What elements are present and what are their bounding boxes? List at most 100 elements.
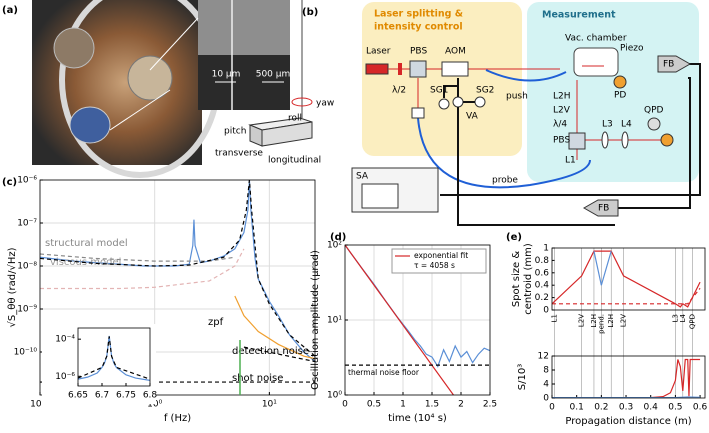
component-label: AOM xyxy=(445,47,466,57)
y-tick-label: 12 xyxy=(538,352,549,362)
series-line xyxy=(40,253,235,262)
lens xyxy=(621,131,629,149)
y-tick-label: 10⁻¹⁰ xyxy=(14,348,38,358)
photo xyxy=(32,0,202,165)
component-label: PD xyxy=(614,91,626,101)
series-line xyxy=(345,245,454,395)
sem-image xyxy=(198,0,290,55)
series-annotation: structural model xyxy=(45,238,128,249)
x-tick-label: 6.7 xyxy=(95,391,109,401)
y-tick-label: 0.4 xyxy=(535,281,550,291)
component-label: SG1 xyxy=(430,86,448,96)
panel-b: (b) Laser splitting & intensity control … xyxy=(302,2,701,226)
group-title: Measurement xyxy=(542,10,616,21)
component-label: L3 xyxy=(602,120,613,130)
component-label: Laser xyxy=(366,47,391,57)
x-tick-label: 10¹ xyxy=(262,400,277,410)
axis-text: pitch xyxy=(224,127,246,137)
y-tick-label: 10⁻⁶ xyxy=(17,176,37,186)
element-label: L1 xyxy=(550,314,558,322)
photo-port xyxy=(53,27,95,69)
group-title: intensity control xyxy=(374,22,463,33)
legend-note: τ = 4058 s xyxy=(414,261,455,270)
series-line xyxy=(552,396,701,398)
component-label: SG2 xyxy=(476,86,494,96)
fb-box xyxy=(657,55,692,73)
axis-text: transverse xyxy=(215,149,263,159)
yaw-arrow xyxy=(291,97,313,107)
sig-gen xyxy=(474,96,486,108)
component-label: probe xyxy=(492,176,518,186)
x-tick-label: 0 xyxy=(549,403,555,413)
y-tick-label: 0.8 xyxy=(535,256,550,266)
element-label: L3 xyxy=(671,314,679,322)
cable xyxy=(443,78,615,226)
legend-box xyxy=(391,248,487,274)
y-tick-label: 10² xyxy=(327,241,342,251)
sa-screen xyxy=(361,183,399,209)
aom xyxy=(441,61,469,77)
pendulum-box xyxy=(261,121,313,147)
x-axis-label: time (10⁴ s) xyxy=(388,413,447,424)
x-tick-label: 6.65 xyxy=(68,391,88,401)
plot-frame xyxy=(77,327,151,387)
sig-gen xyxy=(438,98,450,110)
component-label: λ/4 xyxy=(553,120,567,130)
scale-text: 500 µm xyxy=(256,70,291,80)
y-tick-label: 0.6 xyxy=(535,268,550,278)
group-box xyxy=(362,2,522,156)
cable xyxy=(440,63,701,209)
component-label: L2V xyxy=(553,106,571,116)
pbs xyxy=(568,132,586,150)
series-line xyxy=(552,250,701,308)
y-tick-label: 10⁻⁷ xyxy=(17,219,37,229)
series-annotation: shot noise xyxy=(232,373,283,384)
axis-text: roll xyxy=(288,114,302,124)
panel-a: 10 µm 500 µm yaw pitch roll transverse l… xyxy=(2,0,334,178)
series-line xyxy=(78,335,150,382)
x-axis-label: f (Hz) xyxy=(164,413,191,424)
lens xyxy=(601,131,609,149)
photo-mirror xyxy=(69,106,111,144)
pbs xyxy=(409,60,427,78)
element-label: L2V xyxy=(620,314,628,327)
pd xyxy=(613,75,627,89)
pd xyxy=(660,133,674,147)
x-tick-label: 6.8 xyxy=(143,391,158,401)
element-label: L2V xyxy=(578,314,586,327)
component-label: QPD xyxy=(644,106,664,116)
panel-label: (e) xyxy=(506,232,522,243)
y-axis-label: Oscillation amplitude (µrad) xyxy=(310,250,321,390)
x-tick-label: 2 xyxy=(458,400,464,410)
y-tick-label: 10⁰ xyxy=(327,391,342,401)
x-tick-label: 0.5 xyxy=(367,400,381,410)
axis-text: longitudinal xyxy=(268,156,321,166)
series-line xyxy=(593,250,612,286)
axis-text: yaw xyxy=(316,99,334,109)
element-label: L2H xyxy=(590,314,598,328)
y-tick-label: 0 xyxy=(543,306,549,316)
component-label: λ/2 xyxy=(392,86,406,96)
component-label: L4 xyxy=(621,120,632,130)
x-tick-label: 2.5 xyxy=(483,400,497,410)
plot-frame xyxy=(39,179,316,396)
component-label: Piezo xyxy=(620,44,644,54)
y-tick-label: 4 xyxy=(543,380,549,390)
x-tick-label: 0.5 xyxy=(668,403,682,413)
series-annotation: detection noise xyxy=(232,346,309,357)
x-tick-label: 10⁻¹ xyxy=(30,400,50,410)
series-line xyxy=(40,248,245,290)
component-label: FB xyxy=(663,60,674,70)
component-label: PBS xyxy=(410,47,427,57)
component-label: L2H xyxy=(553,92,571,102)
vac-chamber xyxy=(573,47,619,77)
plot-frame xyxy=(551,355,706,399)
x-tick-label: 0.3 xyxy=(619,403,633,413)
series-line xyxy=(552,287,701,305)
photo-mount xyxy=(127,55,173,101)
component-label: Vac. chamber xyxy=(565,34,627,44)
waveplate xyxy=(398,63,402,75)
series-line xyxy=(40,180,315,357)
pointer xyxy=(109,89,171,131)
element-label: L2H xyxy=(607,314,615,328)
